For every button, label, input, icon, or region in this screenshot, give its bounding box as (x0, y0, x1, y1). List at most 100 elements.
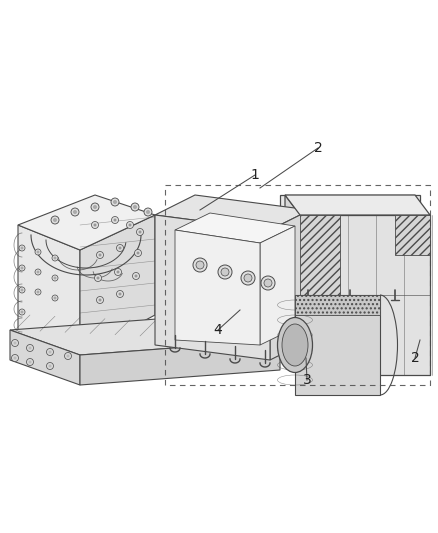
Circle shape (28, 346, 32, 350)
Circle shape (264, 279, 272, 287)
Circle shape (46, 349, 53, 356)
Circle shape (95, 274, 102, 281)
Circle shape (11, 354, 18, 361)
Circle shape (49, 365, 52, 367)
Circle shape (196, 261, 204, 269)
Text: 3: 3 (303, 373, 311, 387)
Circle shape (117, 245, 124, 252)
Circle shape (64, 352, 71, 359)
Circle shape (52, 275, 58, 281)
Circle shape (93, 223, 96, 227)
Circle shape (27, 344, 33, 351)
Circle shape (133, 205, 137, 209)
Circle shape (91, 203, 99, 211)
Circle shape (19, 245, 25, 251)
Circle shape (114, 269, 121, 276)
Circle shape (99, 254, 102, 256)
Polygon shape (280, 195, 420, 270)
Circle shape (19, 265, 25, 271)
Circle shape (21, 311, 24, 313)
Polygon shape (285, 195, 430, 215)
Circle shape (14, 357, 17, 359)
Circle shape (35, 269, 41, 275)
Circle shape (244, 274, 252, 282)
Text: 1: 1 (251, 168, 259, 182)
Circle shape (27, 359, 33, 366)
Polygon shape (260, 226, 295, 345)
Ellipse shape (278, 318, 312, 373)
Circle shape (49, 351, 52, 353)
Circle shape (73, 210, 77, 214)
Circle shape (67, 354, 70, 358)
Circle shape (218, 265, 232, 279)
Circle shape (96, 277, 99, 279)
Circle shape (35, 289, 41, 295)
Circle shape (52, 295, 58, 301)
Circle shape (134, 274, 138, 278)
Circle shape (241, 271, 255, 285)
Polygon shape (395, 215, 430, 255)
Circle shape (28, 360, 32, 364)
Polygon shape (270, 210, 310, 360)
Circle shape (137, 252, 139, 254)
Circle shape (131, 203, 139, 211)
Text: 2: 2 (314, 141, 322, 155)
Circle shape (52, 255, 58, 261)
Circle shape (119, 293, 121, 295)
Circle shape (138, 230, 141, 233)
Circle shape (119, 246, 121, 249)
Polygon shape (300, 215, 340, 295)
Circle shape (53, 218, 57, 222)
Polygon shape (80, 340, 280, 385)
Polygon shape (10, 315, 280, 355)
Circle shape (36, 271, 39, 273)
Circle shape (36, 251, 39, 254)
Circle shape (92, 222, 99, 229)
Circle shape (35, 249, 41, 255)
Ellipse shape (282, 324, 308, 366)
Circle shape (111, 198, 119, 206)
Circle shape (19, 309, 25, 315)
Polygon shape (285, 195, 300, 375)
Text: 2: 2 (411, 351, 419, 365)
Circle shape (99, 298, 102, 302)
Circle shape (36, 290, 39, 294)
Polygon shape (175, 213, 295, 243)
Circle shape (93, 205, 97, 209)
Polygon shape (175, 230, 260, 345)
Circle shape (21, 246, 24, 249)
Circle shape (96, 252, 103, 259)
Polygon shape (295, 295, 380, 395)
Polygon shape (300, 215, 430, 375)
Circle shape (221, 268, 229, 276)
Circle shape (53, 296, 57, 300)
Polygon shape (80, 215, 155, 355)
Polygon shape (155, 195, 310, 230)
Polygon shape (285, 320, 300, 375)
Circle shape (19, 287, 25, 293)
Circle shape (71, 208, 79, 216)
Polygon shape (18, 195, 155, 250)
Circle shape (117, 290, 124, 297)
Circle shape (14, 342, 17, 344)
Polygon shape (18, 225, 80, 355)
Circle shape (21, 288, 24, 292)
Circle shape (51, 216, 59, 224)
Circle shape (146, 210, 150, 214)
Circle shape (193, 258, 207, 272)
Circle shape (112, 216, 119, 223)
Circle shape (113, 219, 117, 222)
Circle shape (144, 208, 152, 216)
Circle shape (96, 296, 103, 303)
Circle shape (53, 277, 57, 279)
Circle shape (46, 362, 53, 369)
Circle shape (53, 256, 57, 260)
Circle shape (11, 340, 18, 346)
Circle shape (137, 229, 144, 236)
Circle shape (133, 272, 139, 279)
Polygon shape (295, 295, 380, 315)
Polygon shape (10, 330, 80, 385)
Circle shape (113, 200, 117, 204)
Circle shape (134, 249, 141, 256)
Polygon shape (155, 215, 270, 360)
